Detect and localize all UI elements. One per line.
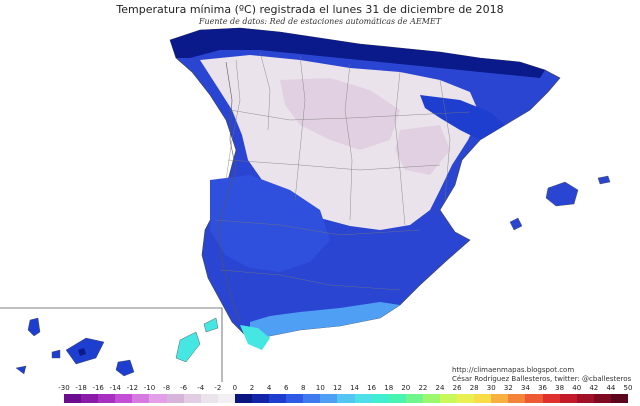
legend-swatch bbox=[491, 394, 509, 403]
legend-tick-label: 22 bbox=[418, 384, 428, 392]
legend-swatch bbox=[234, 394, 253, 403]
legend-swatch bbox=[508, 394, 526, 403]
ebro-valley bbox=[420, 95, 505, 140]
north-coast-band bbox=[170, 28, 545, 78]
legend-tick-label: 12 bbox=[332, 384, 342, 392]
canary-inset bbox=[0, 307, 223, 382]
legend-tick-label: 30 bbox=[486, 384, 496, 392]
ibiza bbox=[509, 217, 523, 231]
south-coast-cyan bbox=[250, 302, 400, 340]
legend-tick-label: -8 bbox=[163, 384, 171, 392]
interior-pink-east bbox=[395, 125, 450, 175]
legend-tick-label: 42 bbox=[589, 384, 599, 392]
map-subtitle: Fuente de datos: Red de estaciones autom… bbox=[198, 17, 442, 26]
legend-swatch bbox=[217, 394, 236, 403]
peninsula bbox=[169, 27, 561, 350]
color-legend: -30 -18 -16 -14 -12 -10 -8 -6 -4 -2 0 2 4 6 8 10 12 14 16 1… bbox=[0, 384, 640, 406]
legend-tick-label: -6 bbox=[180, 384, 188, 392]
legend-tick-label: -10 bbox=[143, 384, 156, 392]
legend-swatch bbox=[252, 394, 270, 403]
legend-swatch bbox=[337, 394, 356, 403]
legend-tick-label: 20 bbox=[401, 384, 411, 392]
legend-tick-label: -16 bbox=[92, 384, 104, 392]
southwest-blue bbox=[210, 175, 330, 272]
inset-frame bbox=[0, 307, 223, 382]
legend-swatch bbox=[132, 394, 150, 403]
legend-swatch bbox=[115, 394, 133, 403]
legend-tick-label: -14 bbox=[109, 384, 121, 392]
legend-swatch bbox=[542, 394, 561, 403]
legend-tick-label: 2 bbox=[249, 384, 255, 392]
legend-tick-label: 38 bbox=[555, 384, 565, 392]
legend-tick-label: 6 bbox=[283, 384, 289, 392]
credit-url: http://climaenmapas.blogspot.com bbox=[452, 366, 575, 374]
legend-tick-label: 36 bbox=[538, 384, 547, 392]
la-gomera bbox=[51, 349, 61, 359]
legend-tick-label: -12 bbox=[126, 384, 139, 392]
legend-swatch bbox=[303, 394, 321, 403]
legend-tick-label: 50 bbox=[623, 384, 633, 392]
legend-tick-label: 18 bbox=[384, 384, 394, 392]
legend-tick-label: -30 bbox=[58, 384, 70, 392]
mallorca bbox=[545, 181, 579, 207]
legend-swatch bbox=[405, 394, 424, 403]
legend-swatch bbox=[149, 394, 168, 403]
balearic-islands bbox=[509, 175, 611, 231]
tenerife-peak bbox=[78, 348, 86, 356]
legend-swatch bbox=[422, 394, 441, 403]
portugal-border bbox=[217, 61, 241, 323]
map-title: Temperatura mínima (ºC) registrada el lu… bbox=[116, 3, 504, 16]
legend-tick-label: -4 bbox=[197, 384, 205, 392]
legend-swatch bbox=[183, 394, 202, 403]
legend-tick-label: 8 bbox=[301, 384, 306, 392]
legend-swatch bbox=[593, 394, 612, 403]
legend-swatch bbox=[457, 394, 475, 403]
legend-swatch bbox=[388, 394, 407, 403]
legend-tick-label: 32 bbox=[503, 384, 513, 392]
province-borders bbox=[214, 51, 471, 291]
interior-pink-patches bbox=[280, 78, 400, 150]
legend-tick-label: 24 bbox=[435, 384, 445, 392]
legend-tick-label: 28 bbox=[469, 384, 479, 392]
legend-swatch bbox=[98, 394, 116, 403]
legend-swatch bbox=[610, 394, 629, 403]
legend-swatch bbox=[320, 394, 338, 403]
menorca bbox=[597, 175, 611, 185]
legend-swatch bbox=[576, 394, 595, 403]
legend-swatch bbox=[64, 394, 82, 403]
legend-swatch bbox=[559, 394, 578, 403]
la-palma bbox=[27, 317, 41, 337]
legend-swatch bbox=[286, 394, 304, 403]
fuerteventura bbox=[175, 331, 201, 363]
legend-swatch bbox=[440, 394, 458, 403]
legend-tick-label: 14 bbox=[350, 384, 359, 392]
legend-tick-label: 0 bbox=[232, 384, 238, 392]
legend-swatch bbox=[200, 394, 219, 403]
legend-swatch bbox=[525, 394, 544, 403]
cadiz-cyan bbox=[240, 325, 270, 350]
legend-swatch bbox=[354, 394, 373, 403]
legend-tick-label: 44 bbox=[606, 384, 616, 392]
legend-swatch bbox=[269, 394, 287, 403]
legend-tick-label: -18 bbox=[75, 384, 87, 392]
legend-tick-label: 40 bbox=[572, 384, 582, 392]
legend-tick-label: 26 bbox=[452, 384, 462, 392]
legend-tick-label: 34 bbox=[520, 384, 530, 392]
credit-author: César Rodríguez Ballesteros, twitter: @c… bbox=[452, 375, 632, 383]
legend-tick-label: 4 bbox=[266, 384, 272, 392]
el-hierro bbox=[15, 365, 27, 375]
legend-tick-label: 10 bbox=[315, 384, 325, 392]
lanzarote bbox=[203, 317, 219, 333]
legend-swatch bbox=[166, 394, 185, 403]
legend-swatch bbox=[371, 394, 390, 403]
legend-swatch bbox=[81, 394, 99, 403]
gran-canaria bbox=[115, 359, 135, 377]
legend-tick-label: -2 bbox=[214, 384, 222, 392]
legend-tick-label: 16 bbox=[367, 384, 377, 392]
legend-swatch bbox=[474, 394, 492, 403]
